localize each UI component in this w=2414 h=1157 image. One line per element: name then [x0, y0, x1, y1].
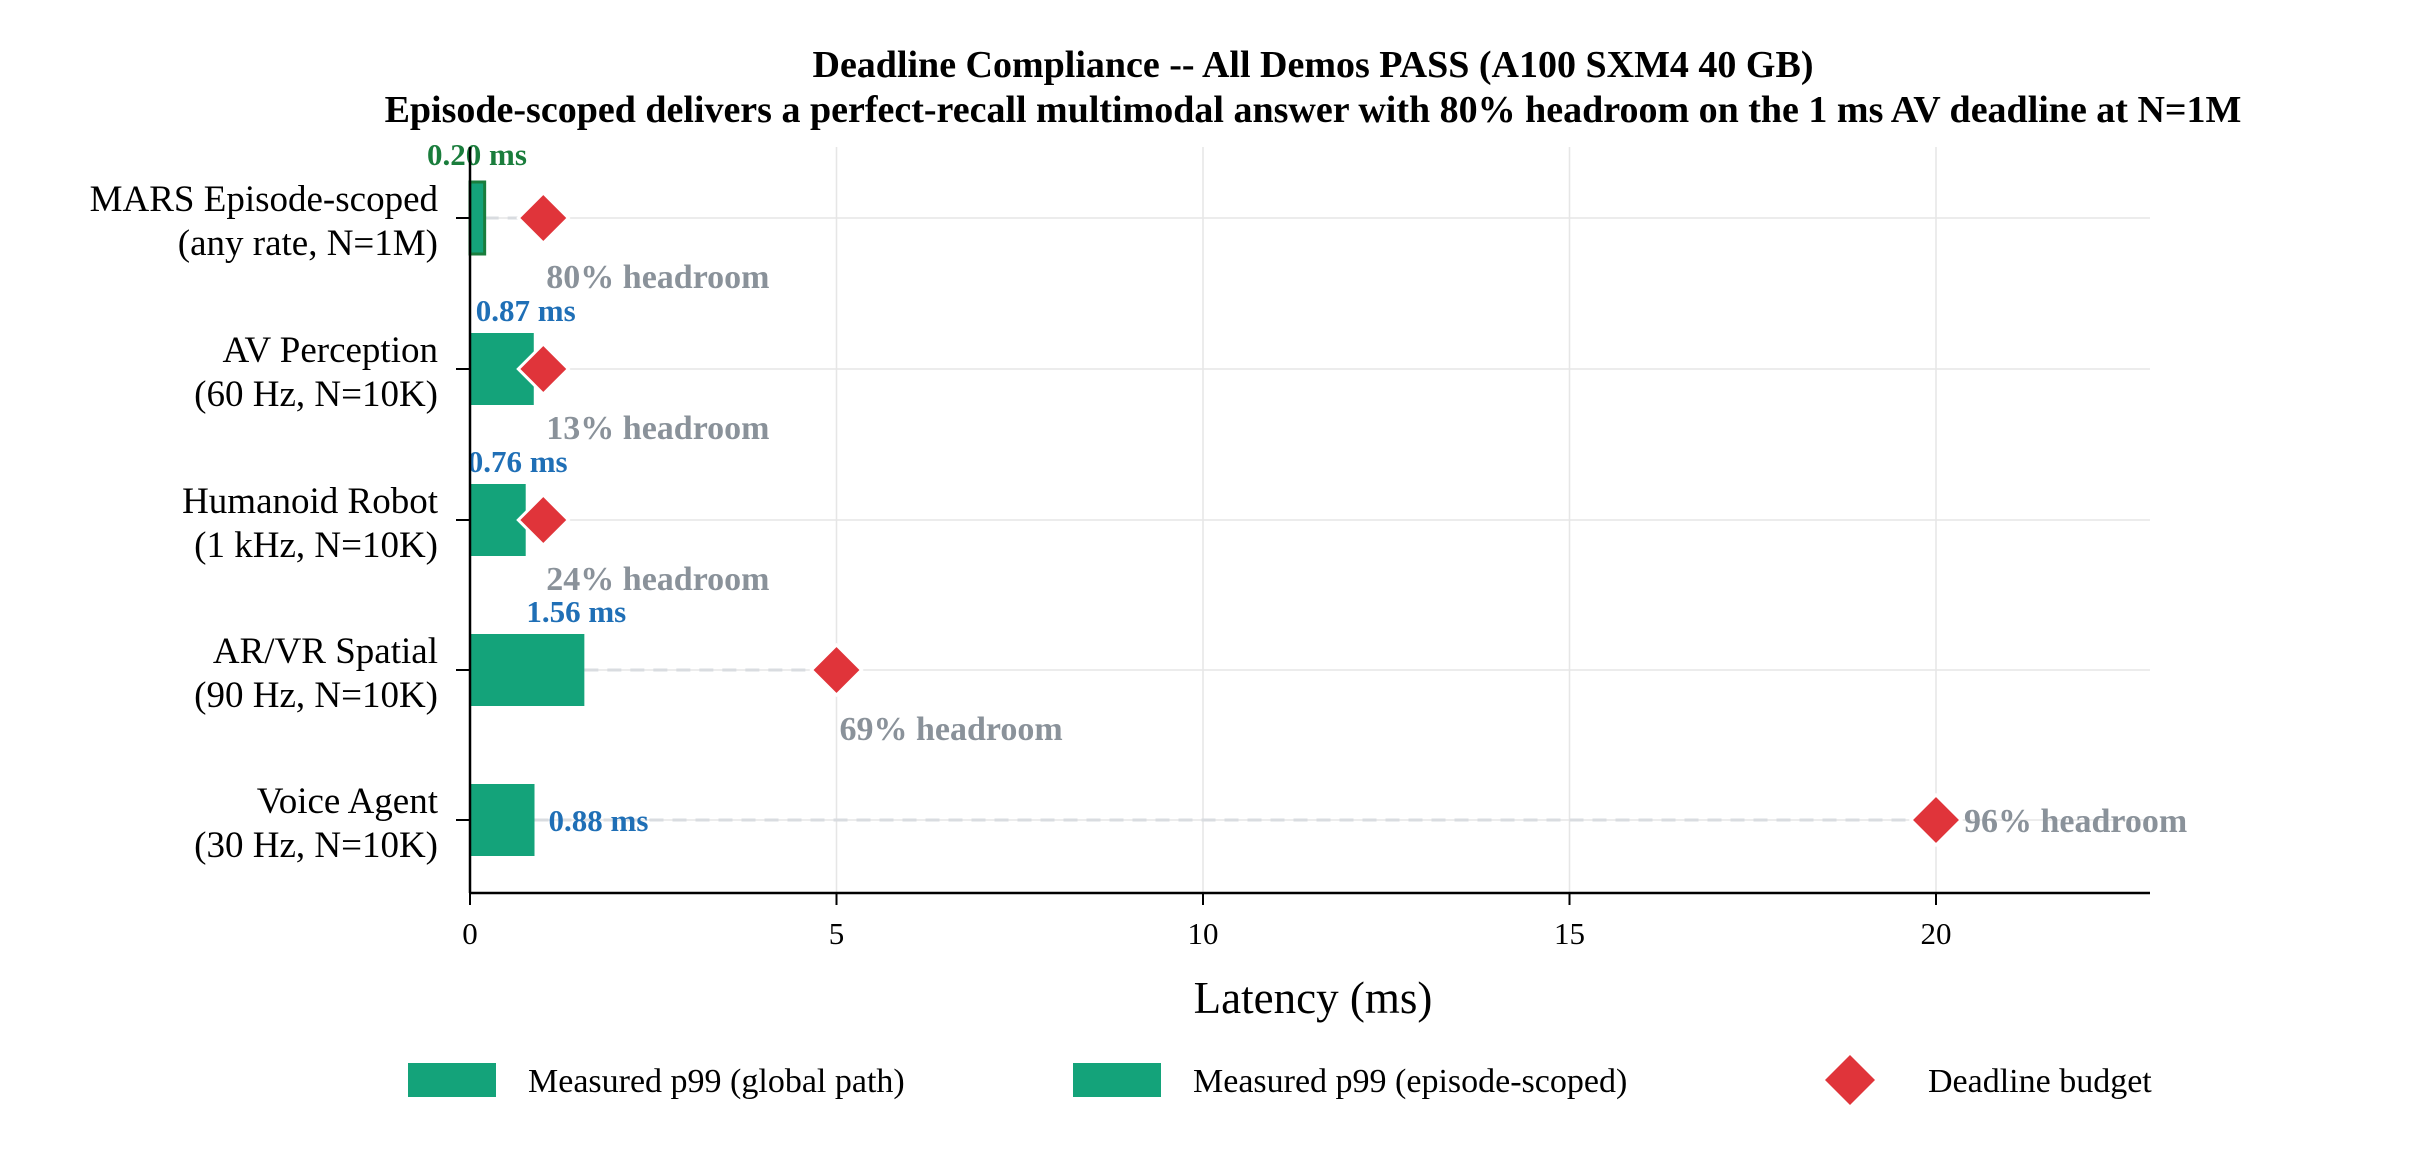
headroom-label: 24% headroom: [546, 561, 769, 598]
y-tick-label: AV Perception: [223, 330, 438, 371]
headroom-label: 69% headroom: [840, 711, 1063, 748]
bar-global-path: [470, 784, 535, 856]
headroom-label: 80% headroom: [546, 259, 769, 296]
legend-marker-deadline: [1825, 1055, 1875, 1105]
y-tick-label: (30 Hz, N=10K): [194, 825, 438, 866]
y-tick-label: (60 Hz, N=10K): [194, 374, 438, 415]
legend-swatch-episode: [1073, 1063, 1161, 1097]
y-tick-label: AR/VR Spatial: [213, 631, 438, 672]
legend-swatch-global: [408, 1063, 496, 1097]
legend-label-episode: Measured p99 (episode-scoped): [1193, 1063, 1627, 1100]
value-label: 0.76 ms: [468, 444, 568, 479]
y-tick-label: Humanoid Robot: [182, 481, 439, 522]
headroom-label: 13% headroom: [546, 410, 769, 447]
x-tick-label: 10: [1188, 916, 1219, 951]
axes: MARS Episode-scoped(any rate, N=1M) AV Pe…: [90, 147, 2150, 951]
y-tick-label: MARS Episode-scoped: [90, 179, 439, 220]
y-tick-label: (1 kHz, N=10K): [194, 525, 438, 566]
deadline-marker: [809, 642, 864, 698]
x-axis-label: Latency (ms): [1194, 973, 1433, 1023]
legend-label-global: Measured p99 (global path): [528, 1063, 905, 1100]
chart-title: Deadline Compliance -- All Demos PASS (A…: [813, 44, 1814, 86]
y-tick-label: (any rate, N=1M): [178, 223, 438, 264]
deadline-markers: [516, 190, 1964, 848]
value-label: 0.20 ms: [427, 137, 527, 172]
deadline-marker: [1908, 792, 1964, 848]
x-tick-label: 15: [1554, 916, 1585, 951]
deadline-marker: [516, 190, 571, 246]
y-tick-label: (90 Hz, N=10K): [194, 675, 438, 716]
value-label: 0.87 ms: [476, 293, 576, 328]
bar-global-path: [470, 634, 585, 706]
chart-subtitle: Episode-scoped delivers a perfect-recall…: [385, 89, 2242, 131]
x-tick-label: 20: [1921, 916, 1952, 951]
bar-episode-scoped: [468, 180, 487, 256]
value-label: 0.88 ms: [549, 803, 649, 838]
x-tick-label: 0: [462, 916, 478, 951]
deadline-marker: [516, 341, 571, 397]
y-tick-label: Voice Agent: [257, 781, 439, 822]
headroom-label: 96% headroom: [1964, 803, 2187, 840]
deadline-marker: [516, 492, 571, 548]
legend-label-deadline: Deadline budget: [1928, 1063, 2152, 1100]
legend: Measured p99 (global path) Measured p99 (…: [408, 1055, 2152, 1105]
bars: [468, 180, 585, 856]
x-tick-label: 5: [829, 916, 845, 951]
value-label: 1.56 ms: [526, 594, 626, 629]
